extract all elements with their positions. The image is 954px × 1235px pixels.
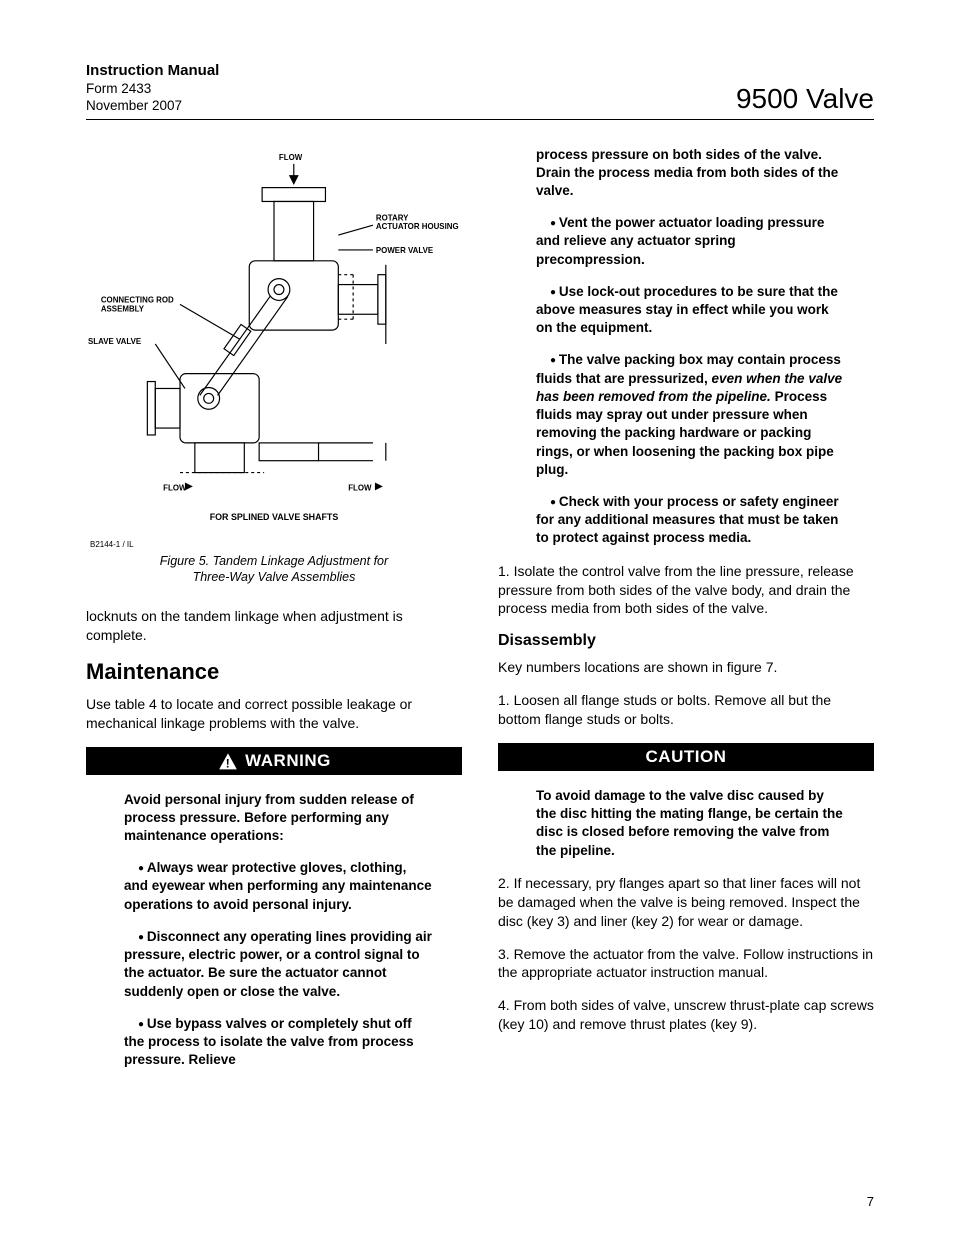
maintenance-step-1: 1. Isolate the control valve from the li… <box>498 562 874 619</box>
label-power-valve: POWER VALVE <box>376 245 433 254</box>
maintenance-heading: Maintenance <box>86 659 462 685</box>
warning-bullet-6: The valve packing box may contain proces… <box>498 351 874 479</box>
label-slave-valve: SLAVE VALVE <box>88 336 141 345</box>
disassembly-step-1: 1. Loosen all flange studs or bolts. Rem… <box>498 691 874 729</box>
warning-bullet-2: Disconnect any operating lines providing… <box>86 928 462 1001</box>
warning-bullet-1: Always wear protective gloves, clothing,… <box>86 859 462 914</box>
figure-caption-line2: Three-Way Valve Assemblies <box>193 570 356 584</box>
warning-bullet-5: Use lock-out procedures to be sure that … <box>498 283 874 338</box>
page-header: Instruction Manual Form 2433 November 20… <box>86 62 874 120</box>
content-columns: FLOW ROTARY ACTUATOR HOUSING POWER VALVE… <box>86 144 874 1084</box>
warning-label: WARNING <box>245 751 331 771</box>
right-column: process pressure on both sides of the va… <box>498 144 874 1084</box>
warning-bar: ! WARNING <box>86 747 462 775</box>
disassembly-step-3: 3. Remove the actuator from the valve. F… <box>498 945 874 983</box>
label-flow-right: FLOW <box>348 483 372 492</box>
label-flow-top: FLOW <box>279 152 303 161</box>
label-assembly: ASSEMBLY <box>101 304 145 313</box>
warning-icon: ! <box>217 751 239 771</box>
warning-intro: Avoid personal injury from sudden releas… <box>86 791 462 846</box>
disassembly-step-4: 4. From both sides of valve, unscrew thr… <box>498 996 874 1034</box>
disassembly-intro: Key numbers locations are shown in figur… <box>498 658 874 677</box>
label-connecting-rod: CONNECTING ROD <box>101 295 174 304</box>
label-splined-shafts: FOR SPLINED VALVE SHAFTS <box>210 512 339 522</box>
continuation-text: locknuts on the tandem linkage when adju… <box>86 607 462 645</box>
maintenance-intro: Use table 4 to locate and correct possib… <box>86 695 462 733</box>
figure-ref-code: B2144-1 / IL <box>90 540 462 549</box>
svg-text:!: ! <box>226 756 230 770</box>
warning-bullet-7: Check with your process or safety engine… <box>498 493 874 548</box>
manual-date: November 2007 <box>86 98 219 115</box>
form-number: Form 2433 <box>86 81 219 98</box>
warning-bullet-3: Use bypass valves or completely shut off… <box>86 1015 462 1070</box>
label-flow-left: FLOW <box>163 483 187 492</box>
figure-caption: Figure 5. Tandem Linkage Adjustment for … <box>124 553 425 586</box>
figure-caption-line1: Figure 5. Tandem Linkage Adjustment for <box>160 554 388 568</box>
figure-5-diagram: FLOW ROTARY ACTUATOR HOUSING POWER VALVE… <box>86 144 462 534</box>
page-container: Instruction Manual Form 2433 November 20… <box>0 0 954 1123</box>
manual-title: Instruction Manual <box>86 62 219 81</box>
valve-diagram-svg: FLOW ROTARY ACTUATOR HOUSING POWER VALVE… <box>86 144 462 534</box>
label-rotary: ROTARY <box>376 213 409 222</box>
warning-continuation: process pressure on both sides of the va… <box>498 144 874 201</box>
caution-label: CAUTION <box>646 747 727 767</box>
left-column: FLOW ROTARY ACTUATOR HOUSING POWER VALVE… <box>86 144 462 1084</box>
header-left: Instruction Manual Form 2433 November 20… <box>86 62 219 115</box>
disassembly-step-2: 2. If necessary, pry flanges apart so th… <box>498 874 874 931</box>
product-name: 9500 Valve <box>736 83 874 115</box>
label-actuator-housing: ACTUATOR HOUSING <box>376 222 459 231</box>
page-number: 7 <box>867 1194 874 1209</box>
disassembly-heading: Disassembly <box>498 632 874 650</box>
caution-text: To avoid damage to the valve disc caused… <box>498 787 874 860</box>
caution-bar: CAUTION <box>498 743 874 771</box>
warning-bullet-4: Vent the power actuator loading pressure… <box>498 214 874 269</box>
